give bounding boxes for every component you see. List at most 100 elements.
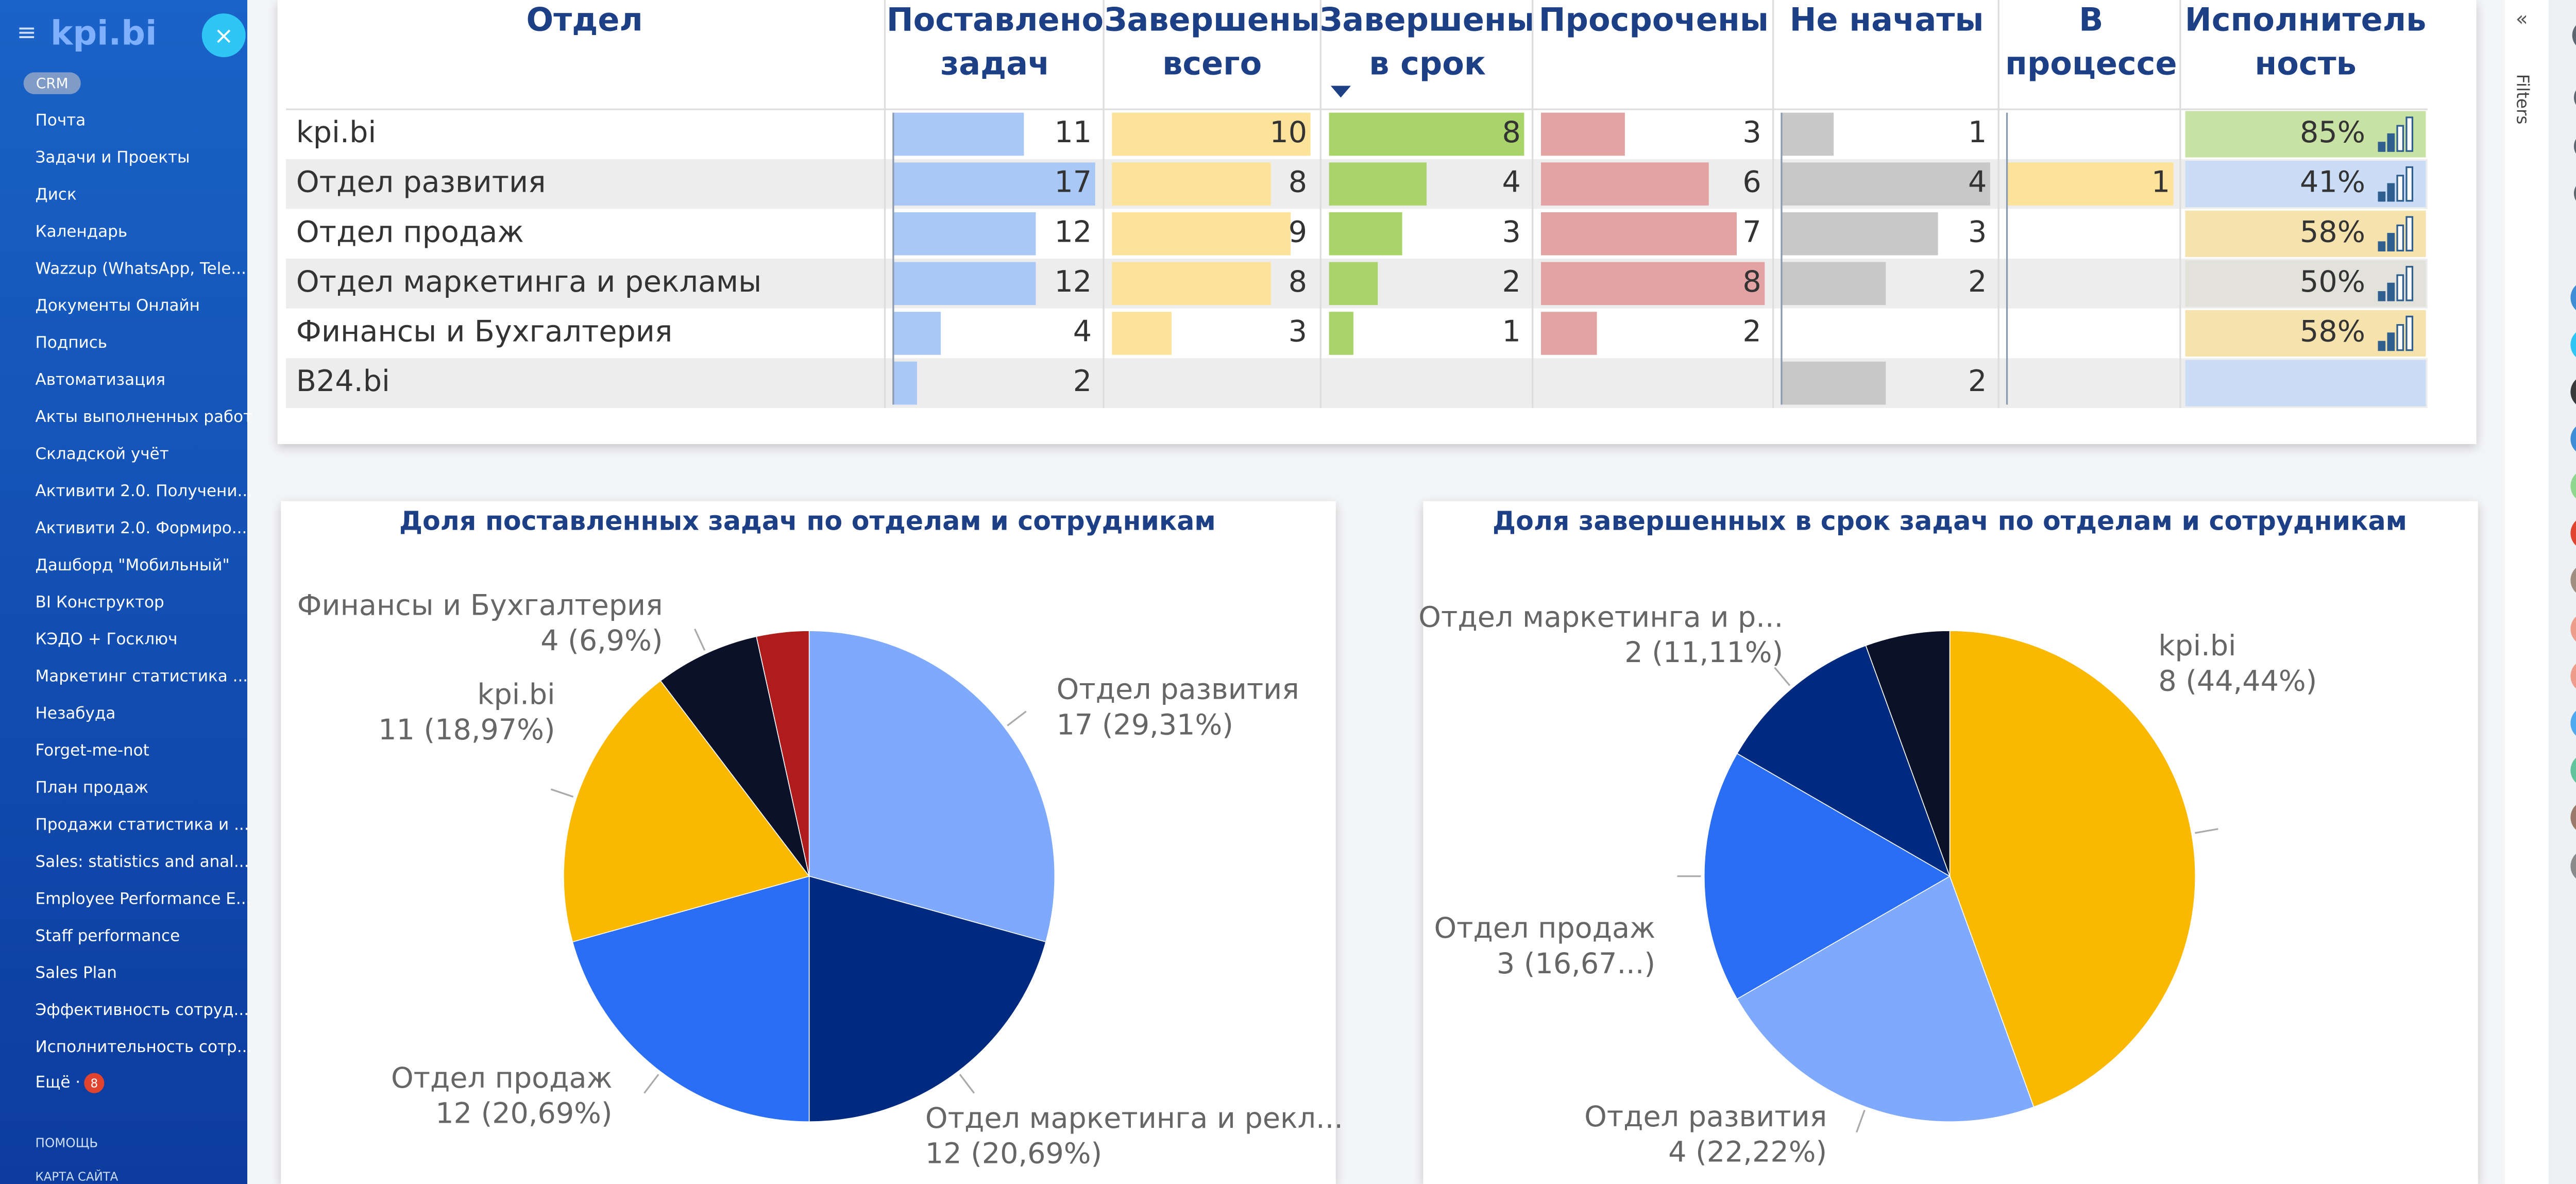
menu-item[interactable]: BI Конструктор xyxy=(36,593,164,612)
menu-item[interactable]: Складской учёт xyxy=(36,445,169,463)
row-label[interactable]: kpi.bi xyxy=(296,115,377,149)
column-header[interactable]: Не начаты xyxy=(1790,1,1984,39)
menu-item[interactable]: Календарь xyxy=(36,222,128,241)
row-label[interactable]: Отдел развития xyxy=(296,165,546,199)
icon[interactable] xyxy=(2573,86,2576,109)
pie-slice[interactable] xyxy=(659,636,810,877)
slice-label: 12 (20,69%) xyxy=(925,1137,1102,1171)
help-icon[interactable] xyxy=(2572,20,2576,50)
pie-slice[interactable] xyxy=(1736,645,1951,877)
pie-slice[interactable] xyxy=(563,680,810,943)
avatar[interactable] xyxy=(2570,612,2576,646)
signal-icon xyxy=(2378,241,2386,251)
pie-slice[interactable] xyxy=(572,875,810,1123)
bell-icon[interactable] xyxy=(2573,134,2576,158)
menu-item[interactable]: Акты выполненных работ xyxy=(36,408,253,426)
column-header[interactable]: в срок xyxy=(1369,44,1486,82)
pie-slice[interactable] xyxy=(808,875,1046,1123)
avatar[interactable] xyxy=(2570,753,2576,787)
avatar[interactable] xyxy=(2570,375,2576,409)
pie-slice[interactable] xyxy=(1949,630,2196,1108)
logo[interactable]: kpi.bi xyxy=(50,14,157,53)
row-label[interactable]: B24.bi xyxy=(296,364,390,398)
column-header[interactable]: Исполнитель xyxy=(2185,1,2427,39)
filters-pane[interactable] xyxy=(2505,0,2549,1184)
chart-title: Доля завершенных в срок задач по отделам… xyxy=(1493,506,2407,536)
avatar[interactable] xyxy=(2570,659,2576,693)
menu-item[interactable]: Sales: statistics and anal... xyxy=(36,852,249,871)
menu-item[interactable]: Почта xyxy=(36,111,86,130)
menu-item[interactable]: Документы Онлайн xyxy=(36,296,200,315)
performance-value: 50% xyxy=(2300,265,2365,299)
menu-item[interactable]: Продажи статистика и ... xyxy=(36,815,249,834)
avatar[interactable] xyxy=(2570,564,2576,597)
bar xyxy=(1781,112,1834,156)
menu-item[interactable]: Исполнительность сотр... xyxy=(36,1038,252,1056)
menu-item[interactable]: Активити 2.0. Формиро... xyxy=(36,519,247,537)
column-header[interactable]: Завершены xyxy=(1104,1,1320,39)
menu-item[interactable]: Staff performance xyxy=(36,926,180,945)
bar xyxy=(1541,112,1625,156)
column-header[interactable]: Завершены xyxy=(1319,1,1535,39)
column-header[interactable]: ность xyxy=(2255,44,2356,82)
column-header[interactable]: Отдел xyxy=(527,1,643,39)
bar xyxy=(1781,361,1886,405)
expand-icon[interactable]: « xyxy=(2516,8,2528,31)
bar xyxy=(1329,312,1353,355)
avatar[interactable] xyxy=(2570,469,2576,503)
performance-cell xyxy=(2185,260,2426,307)
menu-item[interactable]: Незабуда xyxy=(36,704,116,723)
menu-item[interactable]: Диск xyxy=(36,185,77,204)
menu-item[interactable]: КЭДО + Госключ xyxy=(36,630,178,649)
column-header[interactable]: Просрочены xyxy=(1539,1,1769,39)
pie-slice[interactable] xyxy=(1865,630,1951,876)
signal-icon xyxy=(2405,266,2414,301)
avatar[interactable] xyxy=(2570,328,2576,362)
avatar[interactable] xyxy=(2570,516,2576,550)
menu-item[interactable]: Wazzup (WhatsApp, Tele... xyxy=(36,259,246,278)
menu-item[interactable]: Автоматизация xyxy=(36,370,166,389)
menu-item[interactable]: Активити 2.0. Получени... xyxy=(36,482,252,500)
column-header[interactable]: В xyxy=(2079,1,2103,39)
row-label[interactable]: Финансы и Бухгалтерия xyxy=(296,315,673,349)
pie-slice[interactable] xyxy=(1736,875,2035,1123)
avatar[interactable] xyxy=(2570,706,2576,740)
menu-item[interactable]: Forget-me-not xyxy=(36,741,149,760)
column-header[interactable]: всего xyxy=(1162,44,1262,82)
more-badge xyxy=(84,1073,105,1093)
column-header[interactable]: Поставлено xyxy=(887,1,1104,39)
chat-icon[interactable] xyxy=(2573,182,2576,206)
menu-item[interactable]: Эффективность сотруд... xyxy=(36,1001,249,1019)
menu-item[interactable]: Подпись xyxy=(36,333,107,352)
pie-slice[interactable] xyxy=(1703,753,1951,1000)
menu-item[interactable]: Sales Plan xyxy=(36,963,117,982)
signal-icon xyxy=(2396,125,2404,152)
menu-item[interactable]: Задачи и Проекты xyxy=(36,148,190,166)
leader-line xyxy=(2195,828,2218,834)
filters-label[interactable]: Filters xyxy=(2513,74,2533,125)
menu-item[interactable]: Дашборд "Мобильный" xyxy=(36,556,230,574)
avatar[interactable] xyxy=(2570,849,2576,883)
more-link[interactable]: Ещё · xyxy=(36,1073,81,1092)
sort-indicator[interactable] xyxy=(1330,86,1351,98)
menu-icon[interactable]: ≡ xyxy=(17,19,37,46)
help-link[interactable]: ПОМОЩЬ xyxy=(36,1136,98,1151)
menu-item[interactable]: План продаж xyxy=(36,779,149,797)
avatar[interactable] xyxy=(2570,281,2576,314)
pie-slice[interactable] xyxy=(756,630,810,876)
sitemap-link[interactable]: КАРТА САЙТА xyxy=(36,1169,118,1183)
menu-item[interactable]: Маркетинг статистика ... xyxy=(36,667,248,686)
avatar[interactable] xyxy=(2570,422,2576,455)
row-label[interactable]: Отдел продаж xyxy=(296,215,524,249)
crm-badge[interactable] xyxy=(23,72,81,94)
menu-item[interactable]: Employee Performance E... xyxy=(36,889,251,908)
column-header[interactable]: процессе xyxy=(2005,44,2177,82)
close-button[interactable] xyxy=(201,13,246,57)
column-header[interactable]: задач xyxy=(940,44,1049,82)
pie-slice[interactable] xyxy=(808,630,1056,943)
cell-value: 6 xyxy=(1742,165,1761,199)
row-label[interactable]: Отдел маркетинга и рекламы xyxy=(296,265,762,299)
avatar[interactable] xyxy=(2570,801,2576,834)
bar xyxy=(1112,162,1271,206)
